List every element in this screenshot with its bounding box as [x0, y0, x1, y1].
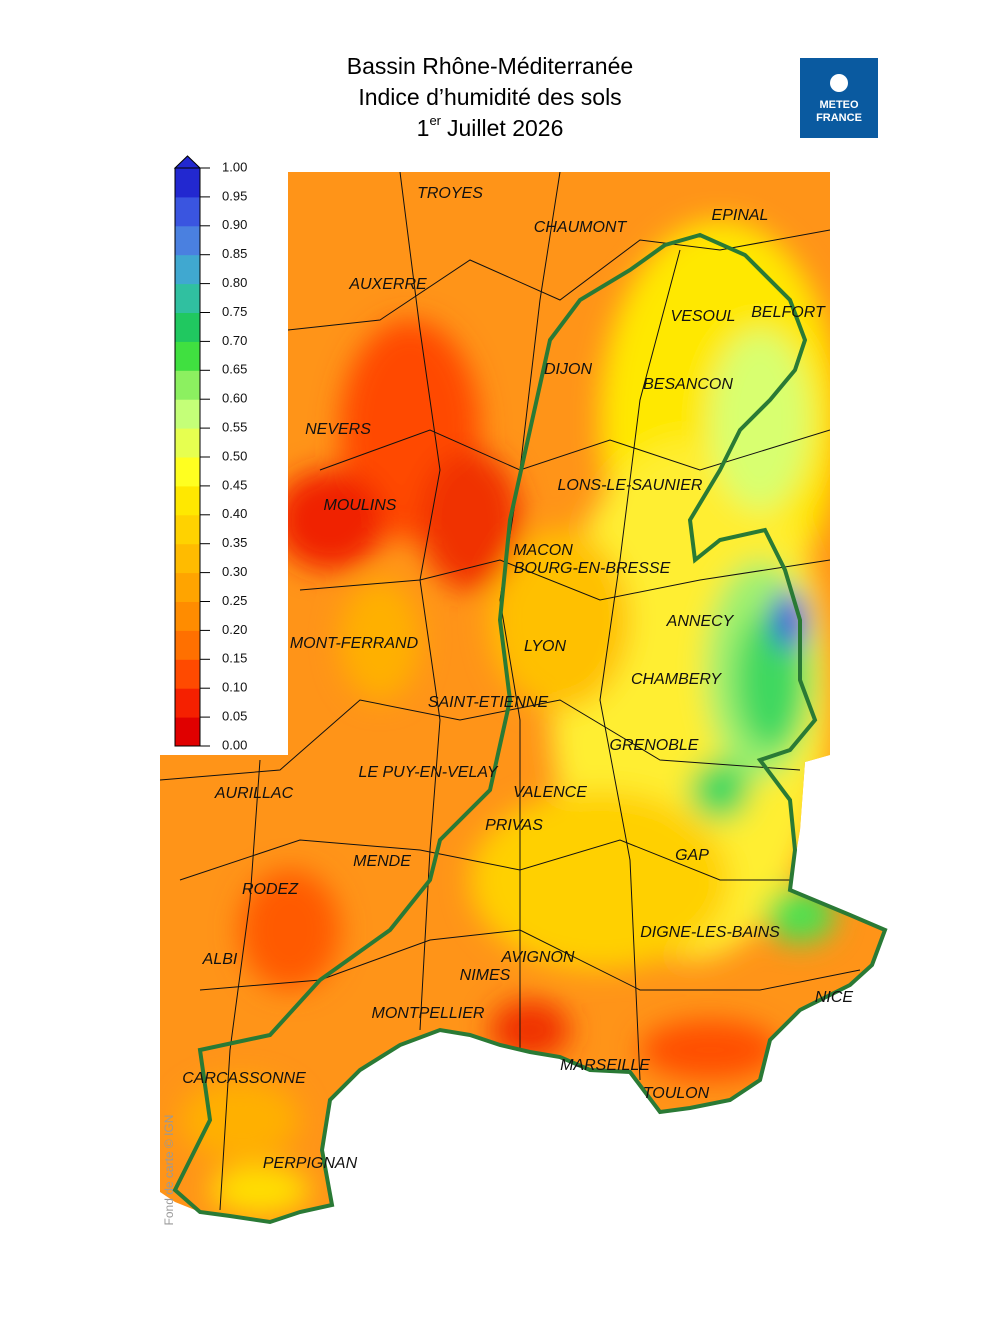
city-label: DIJON: [544, 361, 592, 378]
legend-swatch: [175, 225, 200, 256]
legend-swatch: [175, 601, 200, 631]
city-label: NEVERS: [305, 421, 371, 438]
city-label: DIGNE-LES-BAINS: [640, 924, 780, 941]
city-label: GAP: [675, 847, 709, 864]
legend-swatch: [175, 399, 200, 429]
city-label: MONT-FERRAND: [290, 635, 419, 652]
legend-tick-label: 0.15: [222, 651, 247, 666]
legend-swatch: [175, 485, 200, 516]
legend-tick-label: 0.70: [222, 333, 247, 348]
date-suffix: er: [429, 113, 441, 128]
legend-tick-label: 0.85: [222, 246, 247, 261]
city-label: ANNECY: [666, 613, 735, 630]
logo-text: FRANCE: [816, 112, 862, 124]
subtitle: Indice d’humidité des sols: [358, 84, 621, 110]
city-label: MOULINS: [324, 497, 397, 514]
city-label: NICE: [815, 989, 854, 1006]
city-label: MENDE: [353, 853, 411, 870]
legend-tick-label: 0.65: [222, 362, 247, 377]
legend-tick-label: 0.05: [222, 709, 247, 724]
legend-arrow: [173, 155, 202, 169]
city-label: BELFORT: [751, 304, 826, 321]
city-label: ALBI: [202, 951, 238, 968]
city-label: PERPIGNAN: [263, 1155, 358, 1172]
legend-swatch: [175, 254, 200, 285]
logo-icon: [830, 74, 848, 92]
legend-swatch: [175, 543, 200, 574]
legend-swatch: [175, 572, 200, 602]
city-label: CHAMBERY: [631, 671, 722, 688]
date-day: 1: [417, 115, 430, 141]
date-rest: Juillet 2026: [447, 115, 563, 141]
city-label: VESOUL: [671, 308, 736, 325]
city-label: MACON: [513, 542, 573, 559]
legend-tick-label: 0.40: [222, 506, 247, 521]
city-label: LONS-LE-SAUNIER: [558, 477, 703, 494]
map-credit: Fond de carte © IGN: [162, 1115, 176, 1226]
date: 1er Juillet 2026: [417, 113, 564, 141]
city-label: AURILLAC: [214, 785, 294, 802]
logo: METEO FRANCE: [800, 58, 878, 138]
city-label: LE PUY-EN-VELAY: [358, 764, 498, 781]
city-label: SAINT-ETIENNE: [428, 694, 549, 711]
legend-tick-label: 0.30: [222, 564, 247, 579]
city-label: BESANCON: [643, 376, 733, 393]
city-label: NIMES: [460, 967, 511, 984]
city-label: RODEZ: [242, 881, 299, 898]
legend-tick-label: 0.80: [222, 275, 247, 290]
legend-tick-label: 0.50: [222, 448, 247, 463]
city-label: TOULON: [643, 1085, 710, 1102]
legend-tick-label: 0.25: [222, 593, 247, 608]
city-label: LYON: [524, 638, 567, 655]
city-label: GRENOBLE: [610, 737, 699, 754]
legend-tick-label: 0.95: [222, 188, 247, 203]
city-label: PRIVAS: [485, 817, 543, 834]
legend-tick-label: 0.10: [222, 680, 247, 695]
legend-swatch: [175, 717, 200, 747]
city-label: BOURG-EN-BRESSE: [514, 560, 671, 577]
legend-tick-label: 0.45: [222, 477, 247, 492]
city-label: TROYES: [417, 185, 483, 202]
logo-box: [800, 58, 878, 138]
legend-swatch: [175, 457, 200, 487]
legend-swatch: [175, 659, 200, 689]
legend-tick-label: 0.00: [222, 737, 247, 752]
city-label: CARCASSONNE: [182, 1070, 306, 1087]
legend-swatch: [175, 428, 200, 458]
legend-swatch: [175, 312, 200, 342]
title: Bassin Rhône-Méditerranée: [347, 53, 633, 79]
city-label: AUXERRE: [348, 276, 427, 293]
city-label: AVIGNON: [501, 949, 575, 966]
legend-swatch: [175, 341, 200, 371]
city-label: VALENCE: [513, 784, 587, 801]
city-label: MARSEILLE: [560, 1057, 650, 1074]
basin-boundary: [172, 232, 888, 1225]
legend-tick-label: 0.55: [222, 420, 247, 435]
city-label: EPINAL: [712, 207, 769, 224]
legend-tick-label: 0.20: [222, 622, 247, 637]
legend-swatch: [175, 283, 200, 313]
legend-swatch: [175, 168, 200, 198]
legend-tick-label: 1.00: [222, 159, 247, 174]
legend-tick-label: 0.35: [222, 535, 247, 550]
legend-tick-label: 0.75: [222, 304, 247, 319]
legend-swatch: [175, 688, 200, 718]
city-labels: TROYES CHAUMONT EPINAL AUXERRE VESOUL BELFORT…: [182, 185, 853, 1172]
city-label: CHAUMONT: [534, 219, 628, 236]
legend-swatch: [175, 370, 200, 400]
legend-swatch: [175, 630, 200, 660]
legend-swatch: [175, 514, 200, 545]
humidity-field: [180, 220, 840, 1215]
logo-text: METEO: [819, 99, 859, 111]
color-legend: 0.00 0.05 0.10 0.15 0.20 0.25 0.30 0.35 0.40 0.45…: [173, 155, 247, 752]
city-label: MONTPELLIER: [372, 1005, 485, 1022]
legend-tick-label: 0.60: [222, 391, 247, 406]
legend-tick-label: 0.90: [222, 217, 247, 232]
legend-swatch: [175, 196, 200, 227]
